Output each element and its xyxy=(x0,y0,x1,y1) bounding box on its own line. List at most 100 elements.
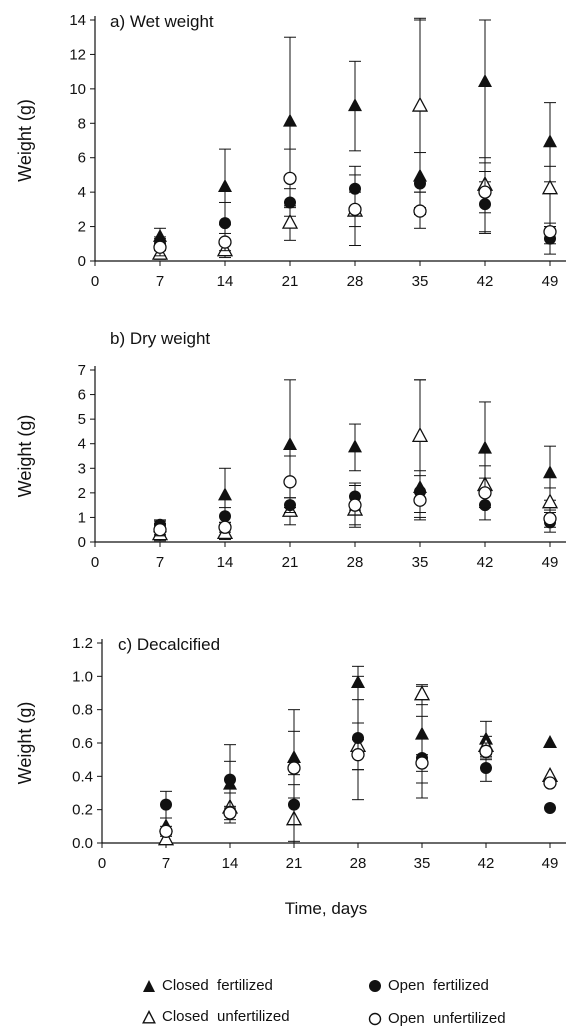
x-tick-label: 21 xyxy=(286,855,303,872)
x-tick-label: 14 xyxy=(217,554,234,571)
data-point xyxy=(478,440,492,454)
legend-label: Closed fertilized xyxy=(162,977,273,994)
data-point xyxy=(283,171,297,186)
data-point xyxy=(414,177,426,190)
data-point xyxy=(348,98,362,112)
x-tick-label: 7 xyxy=(156,554,164,571)
y-tick-label: 12 xyxy=(69,46,86,63)
data-point xyxy=(223,806,237,820)
x-tick-label: 7 xyxy=(162,855,170,872)
x-tick-label: 28 xyxy=(347,273,364,290)
data-point xyxy=(348,498,362,512)
data-point xyxy=(411,96,429,112)
data-point xyxy=(288,798,300,811)
data-point xyxy=(543,134,557,148)
legend-label: Open unfertilized xyxy=(388,1010,506,1027)
data-point xyxy=(411,426,429,442)
data-point xyxy=(159,824,173,838)
y-tick-label: 2 xyxy=(78,485,86,502)
chart-panel-2: 0 1 2 3 4 5 6 7 0 7 14 21 28 35 42 49 b) Dry weight Weigh… xyxy=(15,329,566,571)
y-tick-label: 14 xyxy=(69,12,86,29)
data-point xyxy=(153,523,167,537)
data-point xyxy=(543,465,557,479)
data-point xyxy=(478,73,492,87)
x-tick-label: 42 xyxy=(477,554,494,571)
data-point xyxy=(415,756,429,770)
legend-item-open-unfertilized: Open unfertilized xyxy=(368,1010,506,1027)
data-point xyxy=(348,202,362,217)
data-point xyxy=(352,732,364,744)
y-tick-label: 8 xyxy=(78,115,86,132)
data-point xyxy=(219,217,231,230)
data-point xyxy=(543,512,557,526)
data-point xyxy=(541,179,559,195)
data-point xyxy=(413,204,427,218)
data-point xyxy=(413,685,431,701)
y-tick-label: 0 xyxy=(78,534,86,551)
data-point xyxy=(543,225,557,239)
data-point xyxy=(283,113,297,127)
x-tick-label: 28 xyxy=(350,855,367,872)
data-point xyxy=(218,178,232,192)
x-tick-label: 14 xyxy=(217,273,234,290)
x-tick-label: 35 xyxy=(414,855,431,872)
y-tick-label: 1.0 xyxy=(72,668,93,685)
y-tick-label: 4 xyxy=(78,436,86,453)
x-tick-label: 14 xyxy=(222,855,239,872)
data-point xyxy=(287,761,301,775)
y-tick-label: 5 xyxy=(78,411,86,428)
y-axis-label: Weight (g) xyxy=(15,702,35,785)
legend-label: Open fertilized xyxy=(388,977,489,994)
series-open-unfertilized xyxy=(159,739,557,838)
y-tick-label: 6 xyxy=(78,150,86,167)
y-tick-label: 4 xyxy=(78,184,86,201)
y-tick-label: 1 xyxy=(78,509,86,526)
chart-title: c) Decalcified xyxy=(118,635,220,654)
y-tick-label: 2 xyxy=(78,219,86,236)
y-tick-label: 0.6 xyxy=(72,735,93,752)
data-point xyxy=(413,493,427,507)
y-tick-label: 1.2 xyxy=(72,635,93,652)
x-tick-label: 49 xyxy=(542,273,559,290)
x-tick-label: 28 xyxy=(347,554,364,571)
y-tick-label: 0.8 xyxy=(72,702,93,719)
open-triangle-icon xyxy=(142,1009,156,1024)
x-tick-label: 35 xyxy=(412,273,429,290)
series-open-unfertilized xyxy=(153,148,557,257)
data-point xyxy=(480,762,492,774)
filled-triangle-icon xyxy=(143,979,155,992)
chart-title: b) Dry weight xyxy=(110,329,210,348)
x-tick-label: 49 xyxy=(542,855,559,872)
x-tick-label: 21 xyxy=(282,554,299,571)
chart-panel-1: 0 2 4 6 8 10 12 14 0 7 14 21 28 35 42 49 a) Wet weight We… xyxy=(15,12,566,290)
x-tick-label: 0 xyxy=(91,554,99,571)
data-point xyxy=(153,240,167,254)
x-tick-label: 35 xyxy=(412,554,429,571)
legend-item-closed-fertilized: Closed fertilized xyxy=(142,977,273,994)
y-tick-label: 0.2 xyxy=(72,802,93,819)
x-tick-label: 0 xyxy=(98,855,106,872)
filled-circle-icon xyxy=(369,979,381,992)
x-axis-label: Time, days xyxy=(285,899,368,918)
data-point xyxy=(543,735,557,748)
data-point xyxy=(351,748,365,762)
data-point xyxy=(219,510,231,523)
x-tick-label: 0 xyxy=(91,273,99,290)
data-point xyxy=(283,475,297,489)
data-point xyxy=(283,436,297,450)
data-point xyxy=(218,520,232,534)
series-open-unfertilized xyxy=(153,455,557,537)
y-tick-label: 0.0 xyxy=(72,835,93,852)
y-axis-label: Weight (g) xyxy=(15,415,35,498)
x-tick-label: 42 xyxy=(478,855,495,872)
x-tick-label: 42 xyxy=(477,273,494,290)
y-tick-label: 3 xyxy=(78,460,86,477)
y-tick-label: 6 xyxy=(78,387,86,404)
data-point xyxy=(224,773,236,786)
data-point xyxy=(348,439,362,453)
y-tick-label: 0 xyxy=(78,253,86,270)
data-point xyxy=(541,493,559,509)
y-tick-label: 0.4 xyxy=(72,768,93,785)
chart-title: a) Wet weight xyxy=(110,12,214,31)
